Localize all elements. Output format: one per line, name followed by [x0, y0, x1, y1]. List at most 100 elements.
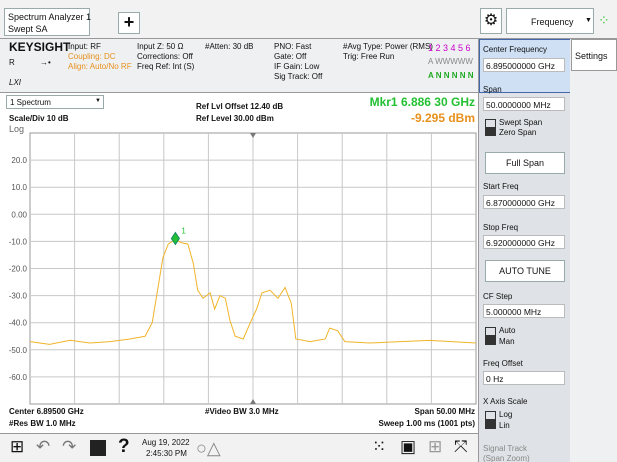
- tab-label: Settings: [575, 51, 608, 61]
- coupling: Coupling: DC: [68, 52, 116, 61]
- key-label: Center Frequency: [483, 45, 548, 54]
- dropdown-arrow: ▼: [95, 98, 101, 104]
- settings-tab[interactable]: Settings: [571, 39, 617, 71]
- y-tick-label: -30.0: [9, 292, 28, 301]
- sig-track: Sig Track: Off: [274, 72, 323, 81]
- input-z: Input Z: 50 Ω: [137, 42, 184, 51]
- key-label: (Span Zoom): [483, 454, 530, 462]
- gate: Gate: Off: [274, 52, 307, 61]
- shape-icons[interactable]: ○△: [196, 438, 221, 458]
- y-tick-label: 10.0: [11, 183, 27, 192]
- center-freq: Center 6.89500 GHz: [9, 407, 84, 416]
- menu-label: Frequency: [531, 17, 574, 27]
- ref-level: Ref Level 30.00 dBm: [196, 114, 274, 123]
- key-value[interactable]: 6.895000000 GHz: [483, 58, 565, 72]
- video-bw: #Video BW 3.0 MHz: [205, 407, 279, 416]
- busy-icon: ⁘: [598, 12, 610, 28]
- option: Swept Span: [499, 118, 543, 127]
- touch-button[interactable]: ▣: [400, 437, 417, 456]
- freq-ref: Freq Ref: Int (S): [137, 62, 195, 71]
- key-label: CF Step: [483, 292, 513, 301]
- full-span-button[interactable]: Full Span: [485, 152, 565, 174]
- ref-marker: [250, 133, 256, 138]
- radio[interactable]: [485, 411, 496, 420]
- option: Auto: [499, 326, 516, 335]
- align: Align: Auto/No RF: [68, 62, 132, 71]
- key-value[interactable]: 6.870000000 GHz: [483, 195, 565, 209]
- input-icon: →•: [40, 58, 51, 67]
- app-name: Spectrum Analyzer 1: [8, 12, 92, 22]
- marker-label: 1: [181, 226, 186, 235]
- radio[interactable]: [485, 127, 496, 136]
- y-tick-label: -10.0: [9, 237, 28, 246]
- log-label: Log: [9, 124, 25, 134]
- sweep: Sweep 1.00 ms (1001 pts): [378, 419, 476, 428]
- trace-detector: A N N N N N: [428, 71, 474, 80]
- window-selector[interactable]: 1 Spectrum ▼: [6, 95, 104, 109]
- redo-button[interactable]: ↷: [62, 437, 77, 456]
- status-r: R: [9, 58, 15, 67]
- y-tick-label: 0.00: [11, 210, 27, 219]
- key-label: Span: [483, 85, 502, 94]
- tab-strip: [570, 39, 617, 462]
- key-label: Start Freq: [483, 182, 519, 191]
- avg-type: #Avg Type: Power (RMS): [343, 42, 433, 51]
- menu-dropdown[interactable]: Frequency ▼: [506, 8, 594, 34]
- app-tab[interactable]: Spectrum Analyzer 1 Swept SA: [4, 8, 92, 36]
- file-button[interactable]: [90, 440, 106, 456]
- y-tick-label: -50.0: [9, 346, 28, 355]
- taskbar: [0, 433, 478, 462]
- radio[interactable]: [485, 336, 496, 345]
- status-lxi: LXI: [9, 78, 22, 87]
- trace: [29, 238, 477, 345]
- dropdown-arrow: ▼: [585, 17, 592, 24]
- atten: #Atten: 30 dB: [205, 42, 254, 51]
- key-value[interactable]: 5.000000 MHz: [483, 304, 565, 318]
- y-tick-label: -40.0: [9, 319, 28, 328]
- if-gain: IF Gain: Low: [274, 62, 320, 71]
- radio[interactable]: [485, 420, 496, 429]
- key-value[interactable]: 6.920000000 GHz: [483, 235, 565, 249]
- key-value[interactable]: 0 Hz: [483, 371, 565, 385]
- softkey-panel: Center Frequency 6.895000000 GHz Span 50…: [478, 39, 573, 462]
- pno: PNO: Fast: [274, 42, 312, 51]
- help-button[interactable]: ?: [118, 436, 130, 457]
- settings-gear[interactable]: ⚙: [480, 8, 502, 34]
- key-label: Stop Freq: [483, 223, 519, 232]
- fullscreen-button[interactable]: ⤧: [454, 437, 468, 456]
- key-label: X Axis Scale: [483, 397, 528, 406]
- marker-amplitude: -9.295 dBm: [410, 111, 475, 125]
- trig: Trig: Free Run: [343, 52, 395, 61]
- y-tick-label: 20.0: [11, 156, 27, 165]
- input: Input: RF: [68, 42, 101, 51]
- undo-button[interactable]: ↶: [36, 437, 51, 456]
- span: Span 50.00 MHz: [414, 407, 475, 416]
- auto-tune-button[interactable]: AUTO TUNE: [485, 260, 565, 282]
- radio[interactable]: [485, 327, 496, 336]
- scale-div: Scale/Div 10 dB: [9, 114, 69, 123]
- layout-button[interactable]: ⁙: [372, 437, 387, 456]
- y-tick-label: -60.0: [9, 373, 28, 382]
- option: Man: [499, 337, 515, 346]
- windows-button[interactable]: ⊞: [10, 437, 25, 456]
- key-value[interactable]: 50.0000000 MHz: [483, 97, 565, 111]
- marker: [170, 231, 180, 246]
- brand: KEYSIGHT: [9, 40, 71, 54]
- marker-frequency: Mkr1 6.886 30 GHz: [369, 95, 475, 109]
- mode-name: Swept SA: [8, 24, 48, 34]
- status-bar: [0, 39, 478, 93]
- option: Zero Span: [499, 128, 537, 137]
- date: Aug 19, 2022: [142, 438, 190, 447]
- key-label: Signal Track: [483, 444, 528, 453]
- add-button[interactable]: +: [118, 12, 140, 34]
- ref-marker: [250, 399, 256, 404]
- ref-offset: Ref Lvl Offset 12.40 dB: [196, 102, 284, 111]
- time: 2:45:30 PM: [146, 449, 187, 458]
- grid-button[interactable]: ⊞: [428, 437, 443, 456]
- corrections: Corrections: Off: [137, 52, 193, 61]
- res-bw: #Res BW 1.0 MHz: [9, 419, 76, 428]
- spectrum-plot: 20.0 10.0 0.00 -10.0 -20.0 -30.0 -40.0 -50.0 -60…: [9, 132, 477, 405]
- window-name: 1 Spectrum: [10, 98, 51, 107]
- option: Log: [499, 410, 513, 419]
